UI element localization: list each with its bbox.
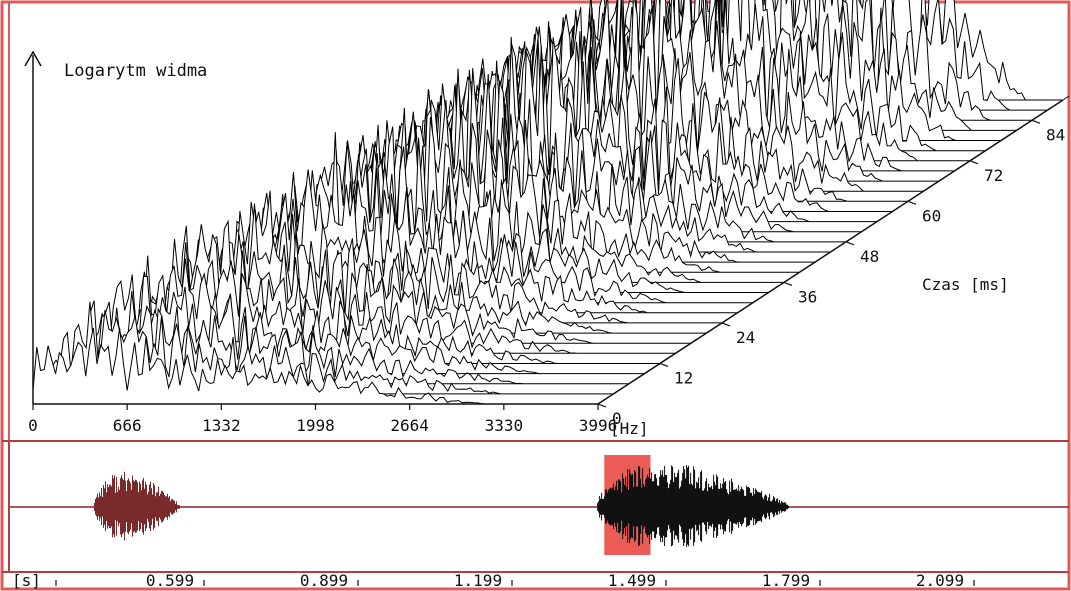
ruler-tick-label: 1.499 [608,571,656,590]
z-tick-label: 0 [612,409,622,428]
ruler-tick-label: 0.599 [146,571,194,590]
ruler-tick-label: 1.199 [454,571,502,590]
x-tick-label: 1998 [296,416,335,435]
x-axis-unit-label: [Hz] [610,419,649,438]
time-ruler-ticks: 0.599 0.899 1.199 1.499 1.799 2.099 [55,571,975,590]
x-tick-label: 1332 [202,416,241,435]
z-tick-mark [969,160,979,165]
time-unit-label: [s] [12,571,41,590]
frequency-axis-ticks: 0 666 1332 1998 2664 3330 3996 [28,404,617,435]
z-tick-label: 36 [798,287,817,306]
z-tick-label: 24 [736,328,755,347]
z-tick-label: 60 [922,206,941,225]
spectrum-waterfall-plot: Logarytm widma 0 666 1332 1998 2664 3330 3996 … [24,0,1070,438]
time-axis-ticks: 0 12 24 36 48 60 72 84 [597,119,1065,428]
ruler-tick-label: 1.799 [762,571,810,590]
slice-floor-line [1062,95,1070,101]
z-tick-label: 72 [984,166,1003,185]
waveform-bursts [94,465,790,547]
waveform-burst [94,471,180,541]
z-tick-label: 48 [860,247,879,266]
z-tick-mark [659,362,669,368]
x-tick-label: 0 [28,416,38,435]
y-axis-label: Logarytm widma [64,61,207,81]
time-axis-label: Czas [ms] [922,275,1009,294]
z-tick-label: 84 [1046,125,1065,144]
z-tick-label: 12 [674,368,693,387]
x-tick-label: 3330 [485,416,524,435]
z-tick-mark [845,241,855,246]
z-tick-mark [907,200,917,205]
ruler-tick-label: 0.899 [300,571,348,590]
z-tick-mark [1031,119,1041,124]
x-tick-label: 666 [113,416,142,435]
z-tick-mark [721,322,731,327]
z-tick-mark [783,281,793,286]
x-tick-label: 2664 [390,416,429,435]
waveform-burst [597,465,790,547]
z-tick-mark [597,403,607,408]
y-axis-arrow-icon [24,50,42,67]
waveform-plot[interactable]: [s] 0.599 0.899 1.199 1.499 1.799 2.099 [2,440,1069,590]
spectrum-slices [32,0,1063,405]
ruler-tick-label: 2.099 [916,571,964,590]
time-axis-line [597,99,1064,405]
x-tick-label: 3996 [579,416,618,435]
